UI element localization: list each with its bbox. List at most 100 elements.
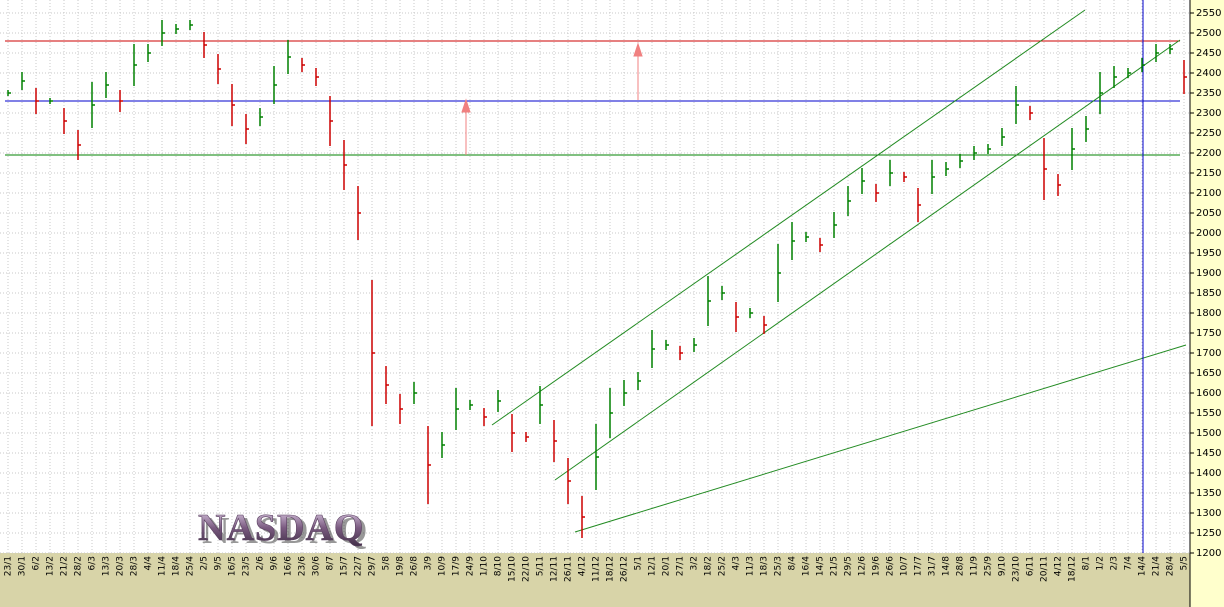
x-tick-label: 5/1 (634, 556, 644, 570)
price-bar (1071, 128, 1075, 170)
price-bar (133, 44, 137, 86)
x-tick-label: 28/8 (956, 556, 966, 576)
price-bar (595, 424, 599, 490)
x-tick-label: 28/2 (74, 556, 84, 576)
x-tick-label: 2/3 (1110, 556, 1120, 570)
price-bar (371, 280, 375, 426)
price-bar (245, 114, 249, 144)
price-bar (861, 168, 865, 194)
y-tick-label: 2100 (1196, 188, 1221, 199)
price-bar (301, 58, 305, 72)
price-bar (175, 24, 179, 34)
price-bar (791, 222, 795, 260)
x-tick-label: 21/4 (1152, 556, 1162, 576)
x-tick-label: 26/8 (410, 556, 420, 576)
x-tick-label: 2/6 (256, 556, 266, 571)
y-tick-label: 2250 (1196, 128, 1221, 139)
price-bar (889, 160, 893, 186)
price-bar (959, 154, 963, 168)
x-tick-label: 24/9 (466, 556, 476, 576)
x-tick-label: 23/5 (242, 556, 252, 576)
y-tick-label: 2000 (1196, 228, 1221, 239)
price-bar (469, 400, 473, 410)
x-tick-label: 16/6 (284, 556, 294, 576)
y-tick-label: 1600 (1196, 388, 1221, 399)
x-tick-label: 29/7 (368, 556, 378, 576)
y-tick-label: 1400 (1196, 468, 1221, 479)
x-tick-label: 26/11 (564, 556, 574, 582)
x-tick-label: 25/4 (186, 556, 196, 576)
x-tick-label: 4/3 (732, 556, 742, 570)
x-tick-label: 6/2 (32, 556, 42, 570)
price-bar (399, 394, 403, 424)
price-bar (721, 286, 725, 300)
x-tick-label: 1/2 (1096, 556, 1106, 570)
x-tick-label: 16/5 (228, 556, 238, 576)
x-tick-label: 17/9 (452, 556, 462, 576)
x-tick-label: 21/5 (830, 556, 840, 576)
price-bar (105, 72, 109, 98)
price-bar (1057, 174, 1061, 196)
y-tick-label: 2200 (1196, 148, 1221, 159)
x-tick-label: 12/6 (858, 556, 868, 576)
price-bar (343, 140, 347, 190)
price-bar (833, 212, 837, 238)
chart-title: NASDAQ (198, 507, 364, 549)
price-bar (483, 408, 487, 426)
y-tick-label: 1500 (1196, 428, 1221, 439)
x-tick-label: 9/5 (214, 556, 224, 570)
price-bar (63, 108, 67, 134)
price-bar (987, 144, 991, 154)
x-tick-label: 2/5 (200, 556, 210, 570)
x-tick-label: 4/12 (578, 556, 588, 576)
x-tick-label: 18/2 (704, 556, 714, 576)
price-bar (441, 432, 445, 458)
x-tick-label: 20/3 (116, 556, 126, 576)
price-bar (1029, 106, 1033, 120)
price-bar (777, 244, 781, 302)
y-tick-label: 1700 (1196, 348, 1221, 359)
x-tick-label: 26/6 (886, 556, 896, 576)
price-bar (91, 82, 95, 128)
price-bar (497, 390, 501, 412)
x-axis-area (0, 553, 1190, 607)
price-bar (357, 186, 361, 240)
x-tick-label: 23/1 (4, 556, 14, 576)
x-tick-label: 25/2 (718, 556, 728, 576)
price-bar (735, 302, 739, 332)
x-tick-label: 29/5 (844, 556, 854, 576)
price-bar (1001, 128, 1005, 146)
x-tick-label: 5/5 (1180, 556, 1190, 570)
y-tick-label: 1850 (1196, 288, 1221, 299)
x-tick-label: 11/4 (158, 556, 168, 576)
x-tick-label: 5/8 (382, 556, 392, 571)
price-bar (1099, 72, 1103, 114)
x-tick-label: 9/6 (270, 556, 280, 571)
price-bar (217, 54, 221, 84)
price-bar (665, 340, 669, 350)
price-bar (1015, 86, 1019, 124)
price-bar (455, 388, 459, 430)
price-bar (21, 72, 25, 90)
price-bar (189, 20, 193, 30)
x-tick-label: 25/3 (774, 556, 784, 576)
price-bar (119, 90, 123, 112)
x-tick-label: 8/10 (494, 556, 504, 576)
price-bar (707, 276, 711, 326)
price-bar (679, 346, 683, 360)
price-bar (273, 66, 277, 104)
y-tick-label: 1750 (1196, 328, 1221, 339)
price-bar (553, 420, 557, 462)
price-bar (875, 184, 879, 202)
price-bar (1127, 68, 1131, 78)
price-bar (945, 162, 949, 176)
x-tick-label: 9/10 (998, 556, 1008, 576)
x-tick-label: 14/4 (1138, 556, 1148, 576)
x-tick-label: 23/6 (298, 556, 308, 576)
y-tick-label: 2450 (1196, 48, 1221, 59)
price-bar (623, 380, 627, 406)
y-tick-label: 1250 (1196, 528, 1221, 539)
x-tick-label: 4/4 (144, 556, 154, 571)
x-tick-label: 22/10 (522, 556, 532, 582)
